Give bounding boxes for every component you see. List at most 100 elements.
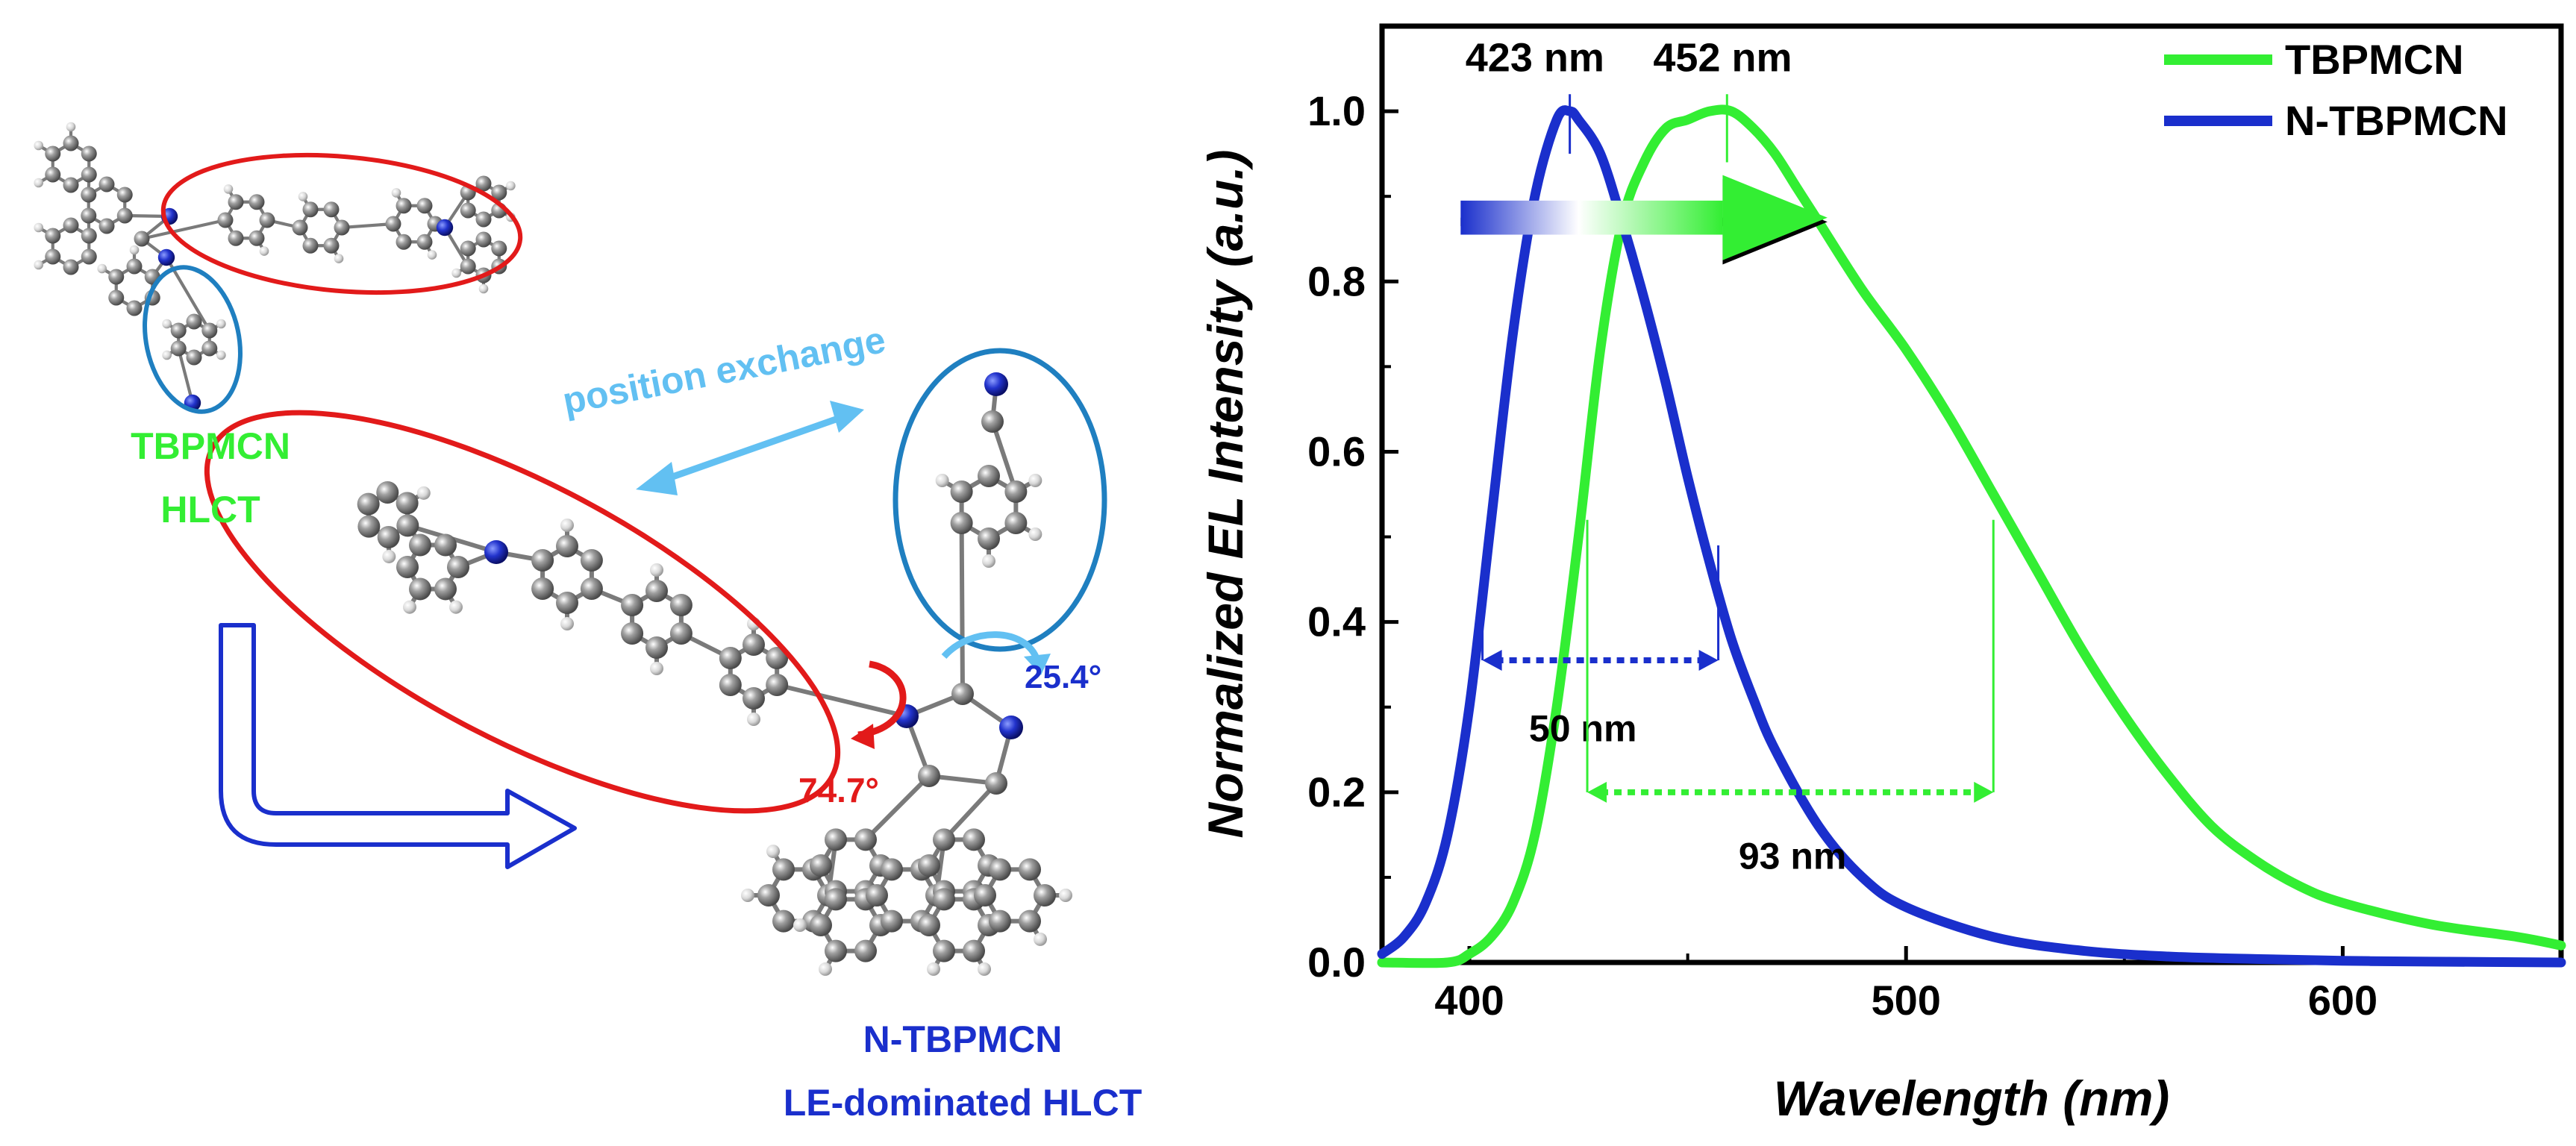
hydrogen-atom	[1059, 889, 1072, 902]
carbon-atom	[434, 577, 457, 601]
carbon-atom	[1004, 512, 1028, 534]
carbon-atom	[323, 201, 340, 218]
hydrogen-atom	[129, 245, 140, 255]
position-exchange-arrow	[636, 401, 864, 495]
carbon-atom	[556, 535, 578, 557]
hydrogen-atom	[560, 617, 574, 630]
carbon-atom	[825, 828, 847, 851]
y-tick-label: 0.8	[1307, 257, 1366, 304]
x-tick-label: 500	[1872, 977, 1941, 1024]
carbon-atom	[302, 237, 319, 254]
carbon-atom	[170, 340, 187, 357]
carbon-atom	[918, 765, 940, 787]
carbon-atom	[491, 184, 507, 201]
donor-highlight-ellipse	[204, 410, 841, 814]
carbon-atom	[743, 687, 765, 710]
tbpmcn-type-label: HLCT	[160, 489, 260, 530]
peak-label-n-tbpmcn: 423 nm	[1466, 36, 1604, 81]
hydrogen-atom	[560, 519, 574, 532]
acceptor-highlight-ellipse	[160, 152, 523, 295]
carbon-atom	[323, 237, 340, 254]
bond	[959, 521, 965, 696]
hydrogen-atom	[391, 188, 401, 198]
hydrogen-atom	[216, 350, 226, 360]
hydrogen-atom	[793, 918, 807, 932]
hydrogen-atom	[819, 962, 832, 976]
carbon-atom	[772, 909, 795, 933]
spectral-shift-arrow-head	[1722, 175, 1828, 260]
carbon-atom	[396, 556, 419, 578]
carbon-atom	[757, 884, 780, 907]
carbon-atom	[825, 939, 847, 962]
nitrogen-atom	[999, 716, 1023, 739]
carbon-atom	[416, 198, 433, 214]
fwhm-arrowhead-left	[1587, 781, 1607, 803]
carbon-atom	[186, 349, 202, 366]
hydrogen-atom	[403, 600, 416, 614]
carbon-atom	[81, 145, 97, 162]
cn-rotation-arrowhead	[1024, 654, 1051, 675]
n-tbpmcn-type-label: LE-dominated HLCT	[784, 1082, 1142, 1124]
carbon-atom	[248, 194, 265, 210]
carbon-atom	[416, 234, 433, 250]
carbon-atom	[645, 580, 668, 602]
carbon-atom	[81, 248, 97, 265]
hydrogen-atom	[427, 250, 437, 260]
hydrogen-atom	[34, 178, 43, 188]
el-spectrum-chart: 400 500 600 0.0 0.2 0.4 0.6 0.8 1.0 423 nm 452 nm…	[1198, 23, 2566, 1126]
carbon-atom	[108, 289, 125, 306]
carbon-atom	[963, 939, 985, 962]
hydrogen-atom	[34, 222, 43, 233]
carbon-atom	[377, 525, 400, 548]
carbon-atom	[491, 240, 507, 257]
carbon-atom	[621, 594, 644, 616]
tbpmcn-molecule	[34, 122, 516, 412]
carbon-atom	[63, 135, 79, 151]
carbon-atom	[99, 176, 115, 192]
carbon-atom	[126, 300, 143, 316]
hydrogen-atom	[97, 263, 107, 274]
hydrogen-atom	[650, 662, 663, 675]
carbon-atom	[881, 858, 903, 881]
bond	[990, 419, 1019, 494]
carbon-atom	[475, 175, 492, 192]
carbon-atom	[933, 828, 955, 851]
cn-phenyl-highlight-ellipse	[892, 348, 1107, 652]
x-tick-label: 400	[1434, 977, 1504, 1024]
carbon-atom	[116, 207, 133, 224]
carbon-atom	[985, 772, 1007, 795]
carbon-atom	[866, 884, 888, 907]
carbon-atom	[933, 939, 955, 962]
plot-frame	[1379, 23, 2564, 965]
nitrogen-atom	[436, 219, 454, 237]
n-tbpmcn-molecule	[357, 372, 1072, 976]
carbon-atom	[201, 340, 218, 357]
carbon-atom	[918, 914, 940, 936]
transformation-arrow	[219, 623, 577, 869]
carbon-atom	[63, 259, 79, 275]
carbon-atom	[933, 888, 955, 911]
bond	[942, 781, 998, 842]
carbon-atom	[108, 269, 125, 285]
carbon-atom	[881, 909, 903, 933]
carbon-atom	[186, 313, 202, 330]
nitrogen-atom	[157, 248, 175, 266]
carbon-atom	[396, 514, 419, 537]
carbon-atom	[81, 187, 97, 203]
carbon-atom	[217, 212, 234, 228]
hydrogen-atom	[259, 246, 269, 256]
hydrogen-atom	[935, 474, 949, 487]
carbon-atom	[396, 198, 412, 214]
carbon-atom	[963, 828, 985, 851]
hydrogen-atom	[416, 486, 431, 500]
carbon-atom	[825, 888, 847, 911]
carbon-atom	[1004, 480, 1028, 503]
carbon-atom	[719, 647, 742, 669]
y-tick-label: 0.2	[1307, 768, 1366, 815]
carbon-atom	[1019, 909, 1041, 933]
carbon-atom	[434, 533, 457, 557]
hydrogen-atom	[741, 889, 754, 902]
hydrogen-atom	[650, 563, 663, 577]
carbon-atom	[45, 145, 61, 162]
